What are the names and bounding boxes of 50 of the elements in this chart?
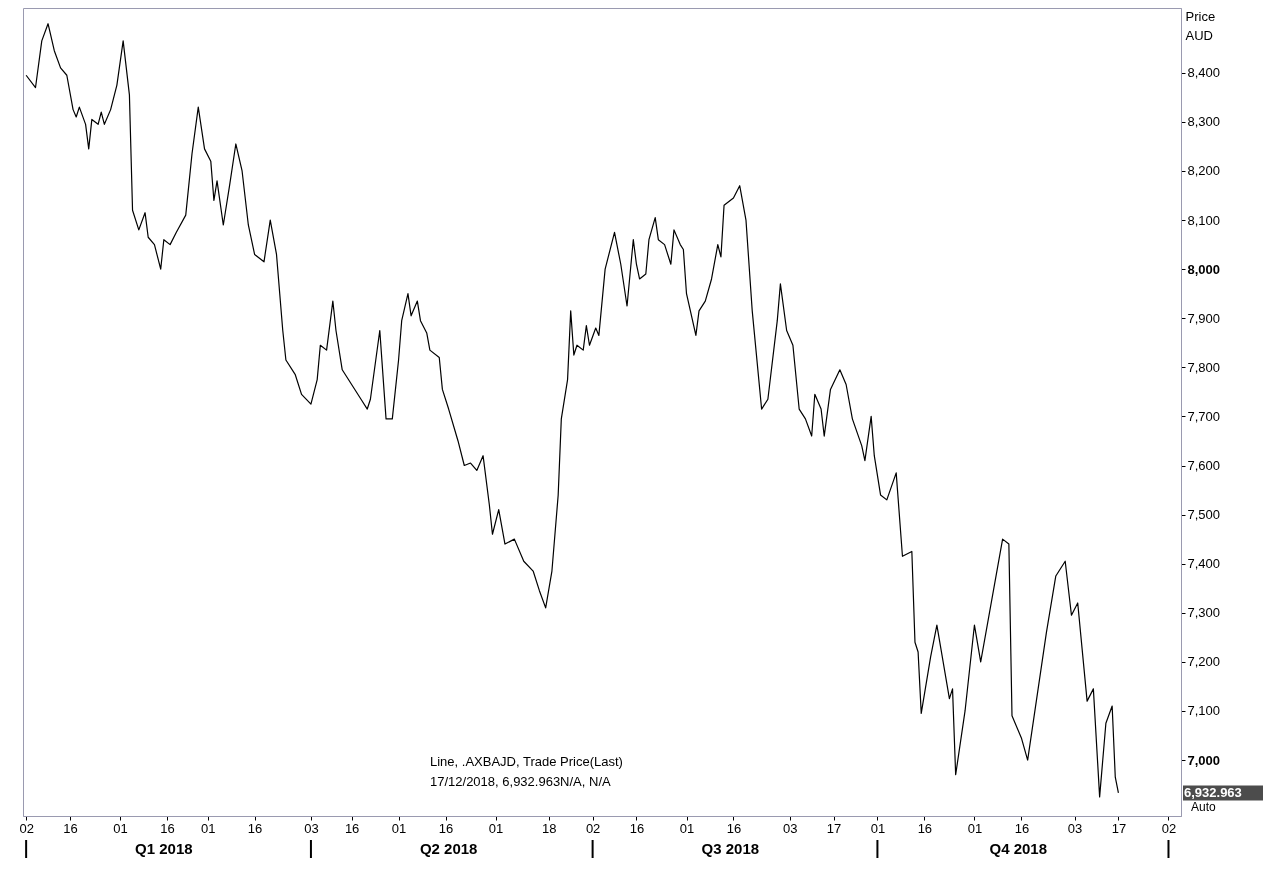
y-tick-label: 7,400 — [1187, 556, 1221, 572]
x-tick-label: 03 — [304, 820, 319, 836]
y-tick-label: 7,700 — [1187, 408, 1221, 424]
x-tick-label: 16 — [160, 820, 175, 836]
x-tick-label: 01 — [488, 820, 504, 836]
x-tick-label: 16 — [726, 820, 742, 836]
line-series — [25, 23, 1120, 798]
x-tick-label: 16 — [63, 820, 78, 836]
x-tick-label: 01 — [679, 820, 695, 836]
text: Auto — [1191, 799, 1217, 814]
x-tick-label: 01 — [870, 820, 886, 836]
y-tick-label: 8,000 — [1187, 261, 1221, 277]
x-tick-label: 16 — [344, 820, 360, 836]
x2-tick-label: Q2 2018 — [419, 840, 478, 857]
annotation: 17/12/2018, 6,932.963N/A, N/A — [430, 774, 612, 789]
x-tick-label: 01 — [113, 820, 128, 836]
y-tick-label: 8,300 — [1187, 114, 1221, 130]
x-tick-label: 17 — [1111, 820, 1127, 836]
annotation: Line, .AXBAJD, Trade Price(Last) — [430, 754, 623, 769]
x-tick-label: 16 — [917, 820, 933, 836]
y-tick-label: 7,600 — [1187, 458, 1221, 474]
x-tick-label: 01 — [391, 820, 407, 836]
x-tick-label: 01 — [967, 820, 983, 836]
y-tick-label: 7,000 — [1187, 752, 1221, 768]
x-tick-label: 02 — [1161, 820, 1177, 836]
y-tick-label: 7,100 — [1187, 703, 1221, 719]
x2-tick-label: Q4 2018 — [989, 840, 1048, 857]
x-tick-label: 03 — [1067, 820, 1083, 836]
y-tick-label: 7,200 — [1187, 654, 1221, 670]
y-axis-title: Price AUD — [1185, 8, 1216, 43]
y-tick-label: 8,200 — [1187, 163, 1221, 179]
x-tick-label: 18 — [542, 820, 557, 836]
x-tick-label: 02 — [19, 820, 34, 836]
y-tick-label: 7,300 — [1187, 605, 1221, 621]
x-tick-label: 02 — [585, 820, 601, 836]
x-tick-label: 17 — [826, 820, 842, 836]
x2-tick-label: Q1 2018 — [135, 840, 193, 857]
x-tick-label: 16 — [1014, 820, 1030, 836]
x-tick-label: 16 — [247, 820, 263, 836]
x2-tick-label: Q3 2018 — [701, 840, 760, 857]
text: 6,932.963 — [1184, 784, 1242, 800]
y-tick-label: 7,800 — [1187, 359, 1221, 375]
y-tick-label: 7,900 — [1187, 310, 1221, 326]
x-tick-label: 01 — [200, 820, 216, 836]
x-tick-label: 16 — [438, 820, 454, 836]
x-tick-label: 16 — [629, 820, 645, 836]
y-tick-label: 8,400 — [1187, 65, 1221, 81]
y-tick-label: 8,100 — [1187, 212, 1221, 228]
x-tick-label: 03 — [783, 820, 798, 836]
y-tick-label: 7,500 — [1187, 507, 1221, 523]
